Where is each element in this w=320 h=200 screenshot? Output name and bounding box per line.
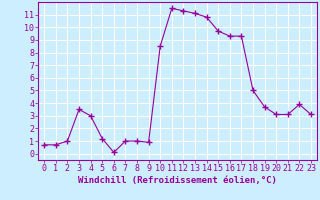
X-axis label: Windchill (Refroidissement éolien,°C): Windchill (Refroidissement éolien,°C) — [78, 176, 277, 185]
